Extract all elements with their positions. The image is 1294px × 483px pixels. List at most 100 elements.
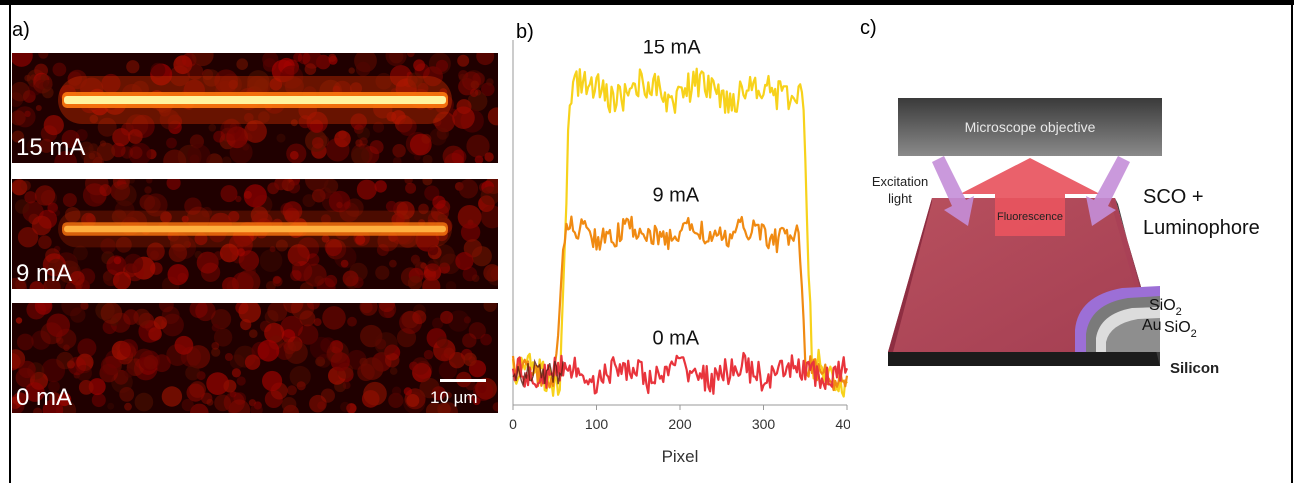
- speckle: [322, 306, 346, 330]
- speckle: [166, 137, 177, 149]
- excitation-arrow-left: [932, 156, 974, 226]
- speckle: [181, 398, 194, 412]
- speckle: [283, 59, 300, 75]
- speckle: [17, 227, 39, 248]
- sio2-top-label: SiO2: [1149, 297, 1182, 318]
- speckle: [143, 196, 161, 214]
- speckle: [146, 242, 165, 261]
- speckle: [229, 390, 237, 398]
- speckle: [119, 339, 138, 358]
- speckle: [262, 370, 283, 392]
- speckle: [111, 340, 131, 360]
- speckle: [78, 380, 94, 395]
- speckle: [111, 209, 127, 224]
- speckle: [116, 179, 127, 188]
- speckle: [168, 243, 188, 263]
- speckle: [447, 310, 470, 332]
- speckle: [213, 130, 226, 143]
- speckle: [220, 118, 243, 141]
- speckle: [457, 54, 470, 67]
- speckle: [159, 303, 174, 313]
- micrograph-0ma-label: 0 mA: [16, 384, 73, 411]
- speckle: [403, 387, 412, 396]
- scale-bar: [440, 379, 486, 382]
- speckle: [52, 62, 67, 77]
- speckle: [303, 263, 327, 287]
- speckle: [487, 107, 498, 126]
- series-label: 9 mA: [652, 185, 699, 207]
- speckle: [412, 258, 421, 267]
- speckle: [409, 133, 432, 156]
- speckle: [478, 385, 487, 394]
- speckle: [442, 145, 465, 163]
- speckle: [276, 133, 286, 143]
- microscope-objective: [898, 98, 1162, 156]
- speckle: [24, 191, 37, 204]
- speckle: [174, 335, 194, 355]
- speckle: [244, 120, 267, 143]
- speckle: [297, 53, 311, 65]
- speckle: [161, 386, 183, 407]
- speckle: [20, 180, 31, 191]
- speckle: [440, 353, 449, 361]
- speckle: [374, 332, 398, 356]
- speckle: [245, 266, 256, 277]
- speckle: [62, 193, 77, 208]
- micrograph-9ma-image: [12, 179, 498, 289]
- sco-label-line2: Luminophore: [1143, 217, 1260, 239]
- speckle: [96, 142, 116, 161]
- speckle: [457, 205, 482, 229]
- excitation-arrow-right: [1086, 156, 1130, 226]
- speckle: [298, 324, 319, 345]
- speckle: [144, 193, 168, 217]
- speckle: [388, 392, 404, 408]
- speckle: [436, 336, 449, 348]
- speckle: [16, 333, 34, 351]
- speckle: [483, 264, 498, 282]
- speckle: [350, 113, 368, 130]
- speckle: [267, 182, 280, 195]
- micrograph-0ma: 0 mA: [12, 303, 498, 413]
- speckle: [480, 333, 492, 346]
- speckle: [238, 303, 261, 323]
- speckle: [243, 184, 267, 208]
- speckle: [437, 214, 446, 223]
- speckle: [46, 313, 70, 338]
- speckle: [88, 152, 96, 160]
- speckle: [195, 303, 216, 322]
- speckle: [213, 328, 233, 347]
- speckle: [229, 354, 245, 369]
- speckle: [163, 149, 187, 163]
- speckle: [128, 179, 135, 184]
- top-border: [0, 0, 1294, 5]
- excitation-label-line1: Excitation: [872, 174, 928, 189]
- speckle: [160, 211, 172, 223]
- speckle: [106, 255, 127, 276]
- speckle: [460, 222, 481, 242]
- speckle: [186, 345, 211, 369]
- gold-label: Au: [1142, 317, 1162, 334]
- speckle: [110, 181, 131, 201]
- speckle: [467, 394, 475, 401]
- speckle: [190, 403, 209, 413]
- speckle: [299, 310, 316, 327]
- speckle: [184, 197, 202, 215]
- speckle: [473, 380, 494, 401]
- speckle: [148, 327, 162, 341]
- speckle: [290, 119, 298, 127]
- speckle: [129, 146, 143, 159]
- speckle: [100, 238, 116, 254]
- speckle: [356, 126, 370, 141]
- speckle: [328, 190, 351, 213]
- speckle: [392, 144, 406, 158]
- speckle: [425, 402, 443, 413]
- speckle: [185, 365, 201, 381]
- speckle: [40, 74, 48, 82]
- speckle: [389, 259, 397, 268]
- speckle: [211, 342, 220, 350]
- speckle: [444, 152, 465, 163]
- speckle: [458, 179, 479, 199]
- speckle: [244, 354, 261, 370]
- speckle: [422, 154, 433, 163]
- speckle: [423, 349, 434, 360]
